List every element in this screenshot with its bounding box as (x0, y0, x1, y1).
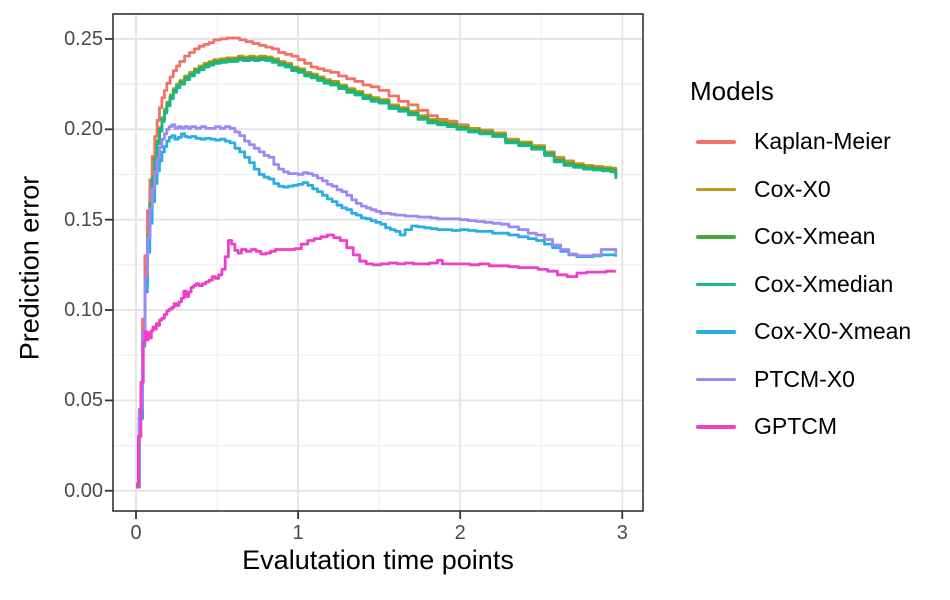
panel-border (112, 13, 644, 512)
x-tick-label: 0 (130, 522, 142, 544)
x-tick-label: 2 (454, 522, 466, 544)
y-tick-label: 0.00 (64, 479, 103, 502)
legend-label: Cox-X0 (754, 175, 831, 202)
legend-entry-ptcm-x0: PTCM-X0 (690, 356, 945, 404)
y-tick-label: 0.15 (64, 208, 103, 231)
legend-entry-cox-xmedian: Cox-Xmedian (690, 261, 945, 309)
legend-line-swatch (696, 140, 736, 144)
legend: Models Kaplan-Meier Cox-X0 Cox-Xmean Cox-Xm… (690, 74, 945, 451)
y-tick-label: 0.10 (64, 299, 103, 322)
legend-entry-cox-x0: Cox-X0 (690, 166, 945, 214)
legend-line-swatch (696, 425, 736, 429)
series-line-ptcm-x0 (136, 123, 618, 489)
legend-entry-cox-x0-xmean: Cox-X0-Xmean (690, 308, 945, 356)
legend-entries: Kaplan-Meier Cox-X0 Cox-Xmean Cox-Xmedian Co… (690, 118, 945, 451)
legend-label: Cox-Xmean (754, 223, 876, 250)
legend-line-swatch (696, 187, 736, 191)
legend-entry-kaplan-meier: Kaplan-Meier (690, 118, 945, 166)
legend-entry-gptcm: GPTCM (690, 403, 945, 451)
legend-line-swatch (696, 377, 736, 381)
y-tick-label: 0.05 (64, 389, 103, 412)
legend-label: Cox-X0-Xmean (754, 318, 912, 345)
x-axis-title: Evalutation time points (242, 545, 514, 575)
legend-line-swatch (696, 330, 736, 334)
series-line-gptcm (136, 233, 616, 489)
series-line-cox-x0-xmean (136, 132, 618, 489)
y-axis-title: Prediction error (14, 175, 45, 361)
legend-label: PTCM-X0 (754, 365, 855, 392)
legend-label: GPTCM (754, 413, 838, 440)
legend-line-swatch (696, 282, 736, 286)
y-tick-label: 0.20 (64, 118, 103, 141)
legend-line-swatch (696, 235, 736, 239)
legend-title: Models (690, 76, 774, 106)
legend-label: Cox-Xmedian (754, 270, 894, 297)
x-tick-label: 1 (292, 522, 304, 544)
y-tick-label: 0.25 (64, 27, 103, 50)
legend-label: Kaplan-Meier (754, 128, 891, 155)
legend-entry-cox-xmean: Cox-Xmean (690, 213, 945, 261)
series-line-cox-xmedian (136, 58, 618, 489)
x-tick-label: 3 (616, 522, 628, 544)
